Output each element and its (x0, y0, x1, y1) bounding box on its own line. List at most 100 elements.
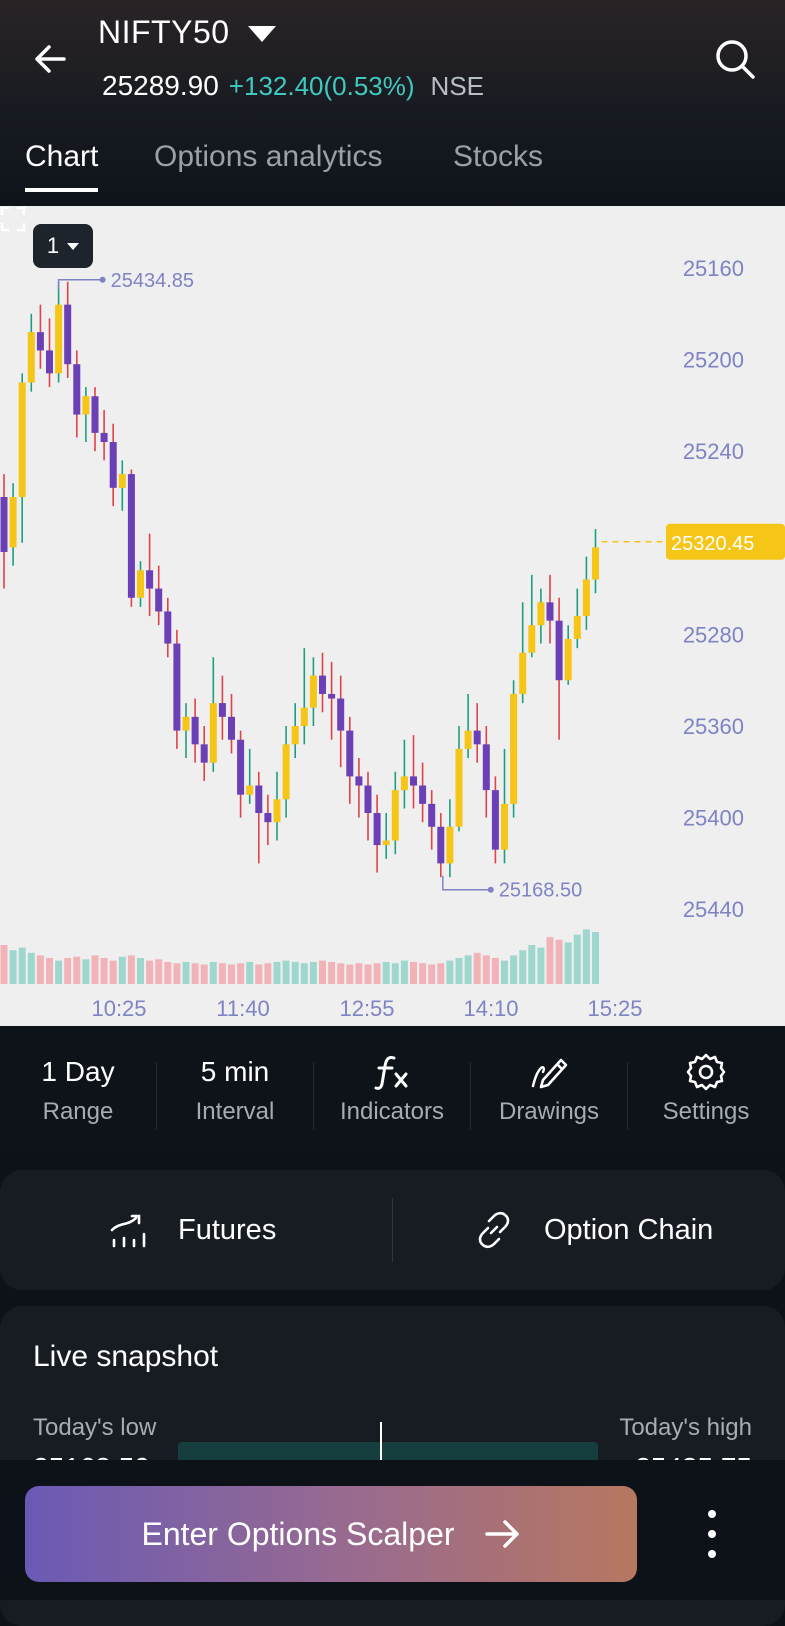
candle-body (428, 803, 436, 827)
candle-body (91, 396, 99, 433)
volume-bar (127, 955, 135, 984)
settings-button[interactable]: Settings (628, 1026, 784, 1152)
volume-bar (309, 961, 317, 984)
symbol-selector[interactable]: NIFTY50 (98, 14, 276, 51)
candle-body (491, 790, 499, 850)
volume-bar (82, 959, 90, 984)
timeframe-selector[interactable]: 1 (33, 224, 93, 268)
exchange-label: NSE (430, 71, 485, 101)
volume-bar (419, 963, 427, 984)
volume-bar (528, 945, 536, 984)
indicators-button[interactable]: Indicators (314, 1026, 470, 1152)
futures-button[interactable]: Futures (108, 1170, 276, 1290)
candlestick-chart[interactable]: 25434.85 25168.50 25320.45 25440 25400 25360 2… (0, 206, 785, 1026)
candle-body (437, 826, 445, 864)
search-icon[interactable] (712, 36, 758, 82)
candle-body (582, 579, 590, 617)
candle-body (592, 547, 599, 580)
volume-bar (18, 947, 26, 984)
candle-body (137, 570, 144, 598)
price-chart[interactable]: 25434.85 25168.50 25320.45 25440 25400 25360 2… (0, 206, 785, 1026)
volume-bar (592, 932, 599, 984)
volume-bar (291, 961, 299, 984)
candle-body (355, 776, 363, 786)
divider (470, 1062, 471, 1130)
volume-bar (546, 937, 554, 984)
volume-bar (501, 960, 508, 984)
function-icon (374, 1056, 408, 1090)
snapshot-title: Live snapshot (33, 1340, 219, 1373)
volume-bar (118, 956, 126, 984)
more-vertical-icon[interactable] (700, 1504, 724, 1564)
candle-body (309, 675, 317, 708)
high-marker-line (57, 279, 103, 290)
y-tick-label: 25280 (683, 622, 744, 647)
volume-bar (319, 960, 326, 984)
volume-bar (446, 960, 454, 984)
volume-bar (564, 942, 572, 984)
volume-bar (510, 955, 518, 984)
back-arrow-icon[interactable] (30, 38, 72, 80)
volume-bar (264, 963, 272, 984)
candle-body (282, 744, 290, 800)
candle-body (410, 776, 417, 786)
volume-bar (410, 961, 417, 984)
candle-body (537, 602, 545, 626)
price-row: 25289.90 +132.40(0.53%) NSE (102, 70, 484, 102)
volume-bar (73, 956, 81, 984)
tab-bar: Chart Options analytics Stocks (0, 140, 785, 206)
volume-bar (100, 958, 108, 984)
todays-high-label: Today's high (619, 1414, 752, 1441)
y-tick-label: 25440 (683, 897, 744, 922)
interval-button[interactable]: 5 min Interval (157, 1026, 313, 1152)
volume-bar (482, 955, 490, 984)
cta-label: Enter Options Scalper (141, 1515, 455, 1552)
volume-bar (9, 950, 17, 984)
candle-body (237, 739, 245, 795)
symbol-title: NIFTY50 (98, 14, 230, 50)
candle-body (400, 776, 408, 791)
volume-bar (282, 960, 290, 984)
indicators-label: Indicators (339, 1098, 445, 1125)
volume-bar (255, 964, 263, 984)
tab-chart[interactable]: Chart (25, 140, 99, 192)
volume-bar (382, 961, 390, 984)
y-tick-label: 25400 (683, 806, 744, 831)
todays-low-label: Today's low (33, 1414, 157, 1441)
candle-body (246, 785, 254, 795)
volume-bar (146, 960, 154, 984)
y-tick-label: 25360 (683, 714, 744, 739)
candle-body (519, 652, 527, 694)
candle-body (218, 703, 226, 717)
volume-bar (46, 958, 53, 984)
volume-bar (64, 958, 72, 984)
option-chain-button[interactable]: Option Chain (474, 1170, 713, 1290)
volume-bar (182, 961, 190, 984)
low-marker-label: 25168.50 (499, 880, 582, 902)
x-tick-label: 12:55 (339, 996, 394, 1021)
candle-body (300, 707, 308, 726)
volume-bar (464, 955, 472, 984)
tab-options-analytics[interactable]: Options analytics (154, 140, 383, 173)
volume-bar (582, 929, 590, 984)
range-button[interactable]: 1 Day Range (0, 1026, 156, 1152)
volume-bar (337, 963, 345, 984)
header: NIFTY50 25289.90 +132.40(0.53%) NSE Char… (0, 0, 785, 206)
candle-body (36, 332, 44, 351)
candle-body (18, 382, 26, 497)
volume-bar (155, 959, 163, 984)
candle-body (510, 693, 518, 804)
candle-body (555, 620, 563, 681)
volume-bar (109, 960, 117, 984)
enter-options-scalper-button[interactable]: Enter Options Scalper (25, 1486, 637, 1582)
candle-body (564, 638, 572, 681)
volume-bar (200, 964, 208, 984)
volume-bar (209, 961, 217, 984)
candle-body (9, 497, 17, 548)
candle-body (209, 703, 217, 763)
fullscreen-icon[interactable] (0, 206, 26, 232)
candle-body (64, 304, 72, 365)
tab-stocks[interactable]: Stocks (453, 140, 544, 173)
drawings-button[interactable]: Drawings (471, 1026, 627, 1152)
price-change: +132.40(0.53%) (228, 71, 415, 101)
